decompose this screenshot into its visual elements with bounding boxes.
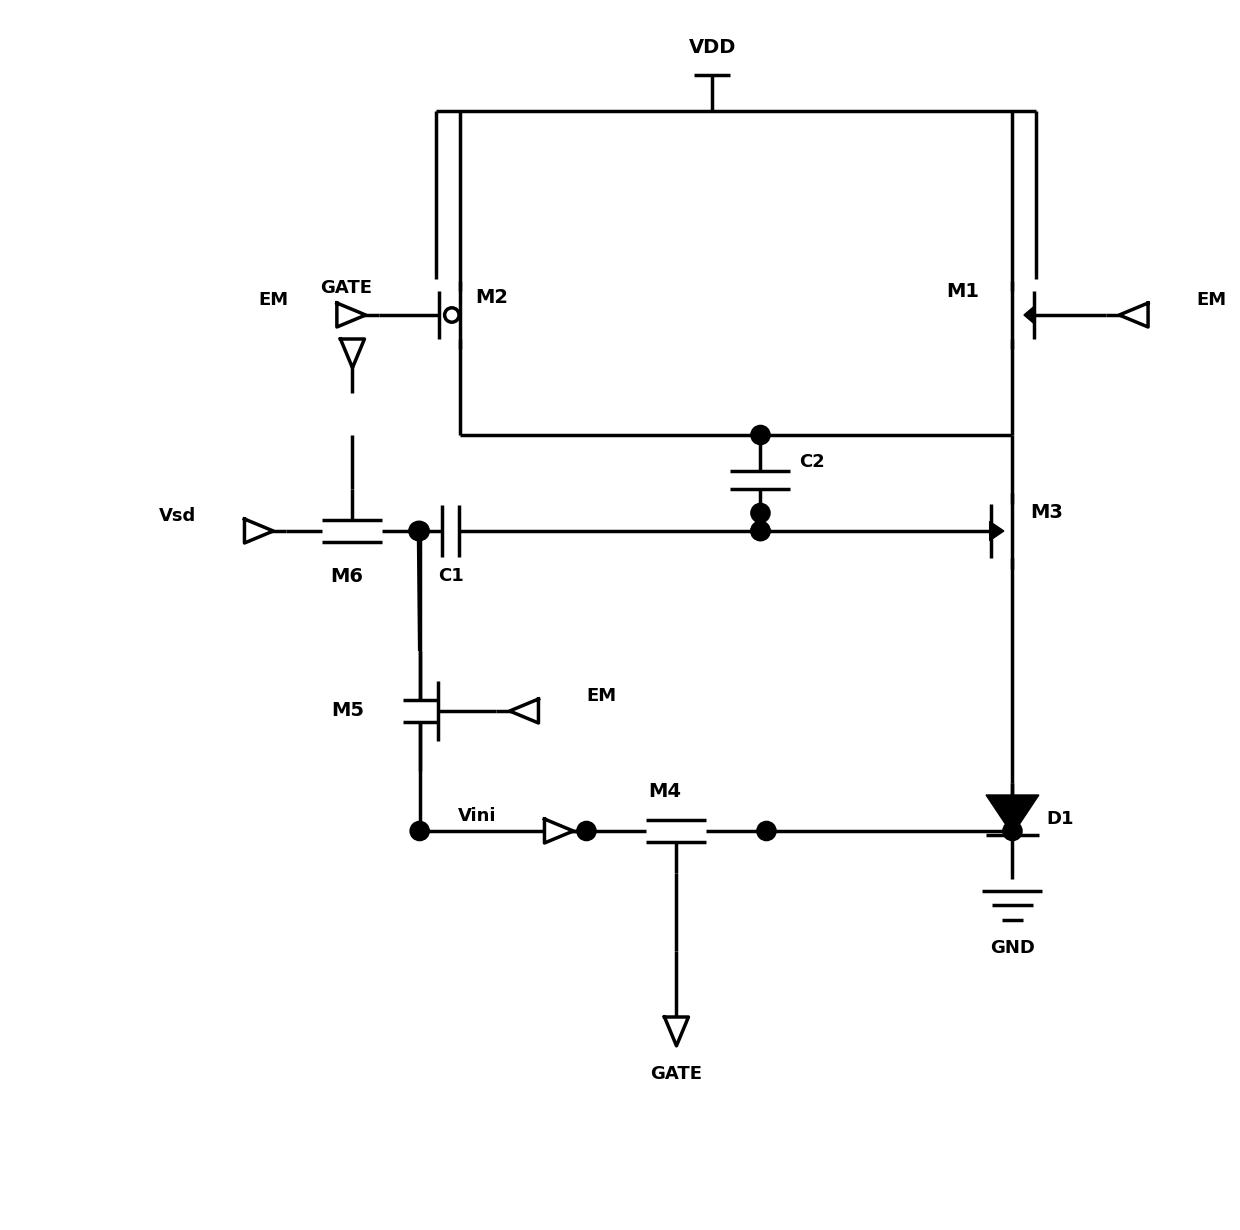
Polygon shape: [990, 522, 1004, 541]
Polygon shape: [337, 303, 366, 327]
Circle shape: [409, 522, 428, 541]
Polygon shape: [510, 699, 538, 723]
Circle shape: [410, 822, 429, 840]
Text: Vini: Vini: [458, 807, 496, 825]
Polygon shape: [986, 795, 1039, 835]
Text: M1: M1: [946, 282, 980, 300]
Text: D1: D1: [1047, 811, 1074, 828]
Text: EM: EM: [587, 688, 616, 705]
Text: VDD: VDD: [688, 38, 737, 57]
Polygon shape: [665, 1017, 688, 1046]
Text: GATE: GATE: [651, 1065, 703, 1082]
Text: C2: C2: [799, 453, 825, 471]
Circle shape: [577, 822, 596, 840]
Text: M4: M4: [649, 782, 681, 801]
Text: M2: M2: [475, 288, 508, 306]
Text: Vsd: Vsd: [159, 507, 196, 525]
Text: M5: M5: [331, 701, 365, 721]
Text: C1: C1: [438, 567, 464, 585]
Polygon shape: [544, 819, 573, 843]
Polygon shape: [341, 339, 365, 368]
Circle shape: [751, 426, 770, 444]
Text: EM: EM: [1197, 292, 1226, 309]
Polygon shape: [244, 519, 273, 542]
Text: GATE: GATE: [320, 279, 372, 296]
Text: M3: M3: [1030, 503, 1064, 523]
Circle shape: [751, 522, 770, 541]
Circle shape: [445, 308, 459, 322]
Text: EM: EM: [259, 292, 289, 309]
Polygon shape: [1120, 303, 1148, 327]
Circle shape: [751, 522, 770, 541]
Circle shape: [756, 822, 776, 840]
Text: GND: GND: [990, 938, 1035, 957]
Polygon shape: [1024, 305, 1035, 325]
Circle shape: [410, 522, 429, 541]
Circle shape: [751, 503, 770, 523]
Circle shape: [1003, 822, 1022, 840]
Text: M6: M6: [330, 567, 363, 585]
